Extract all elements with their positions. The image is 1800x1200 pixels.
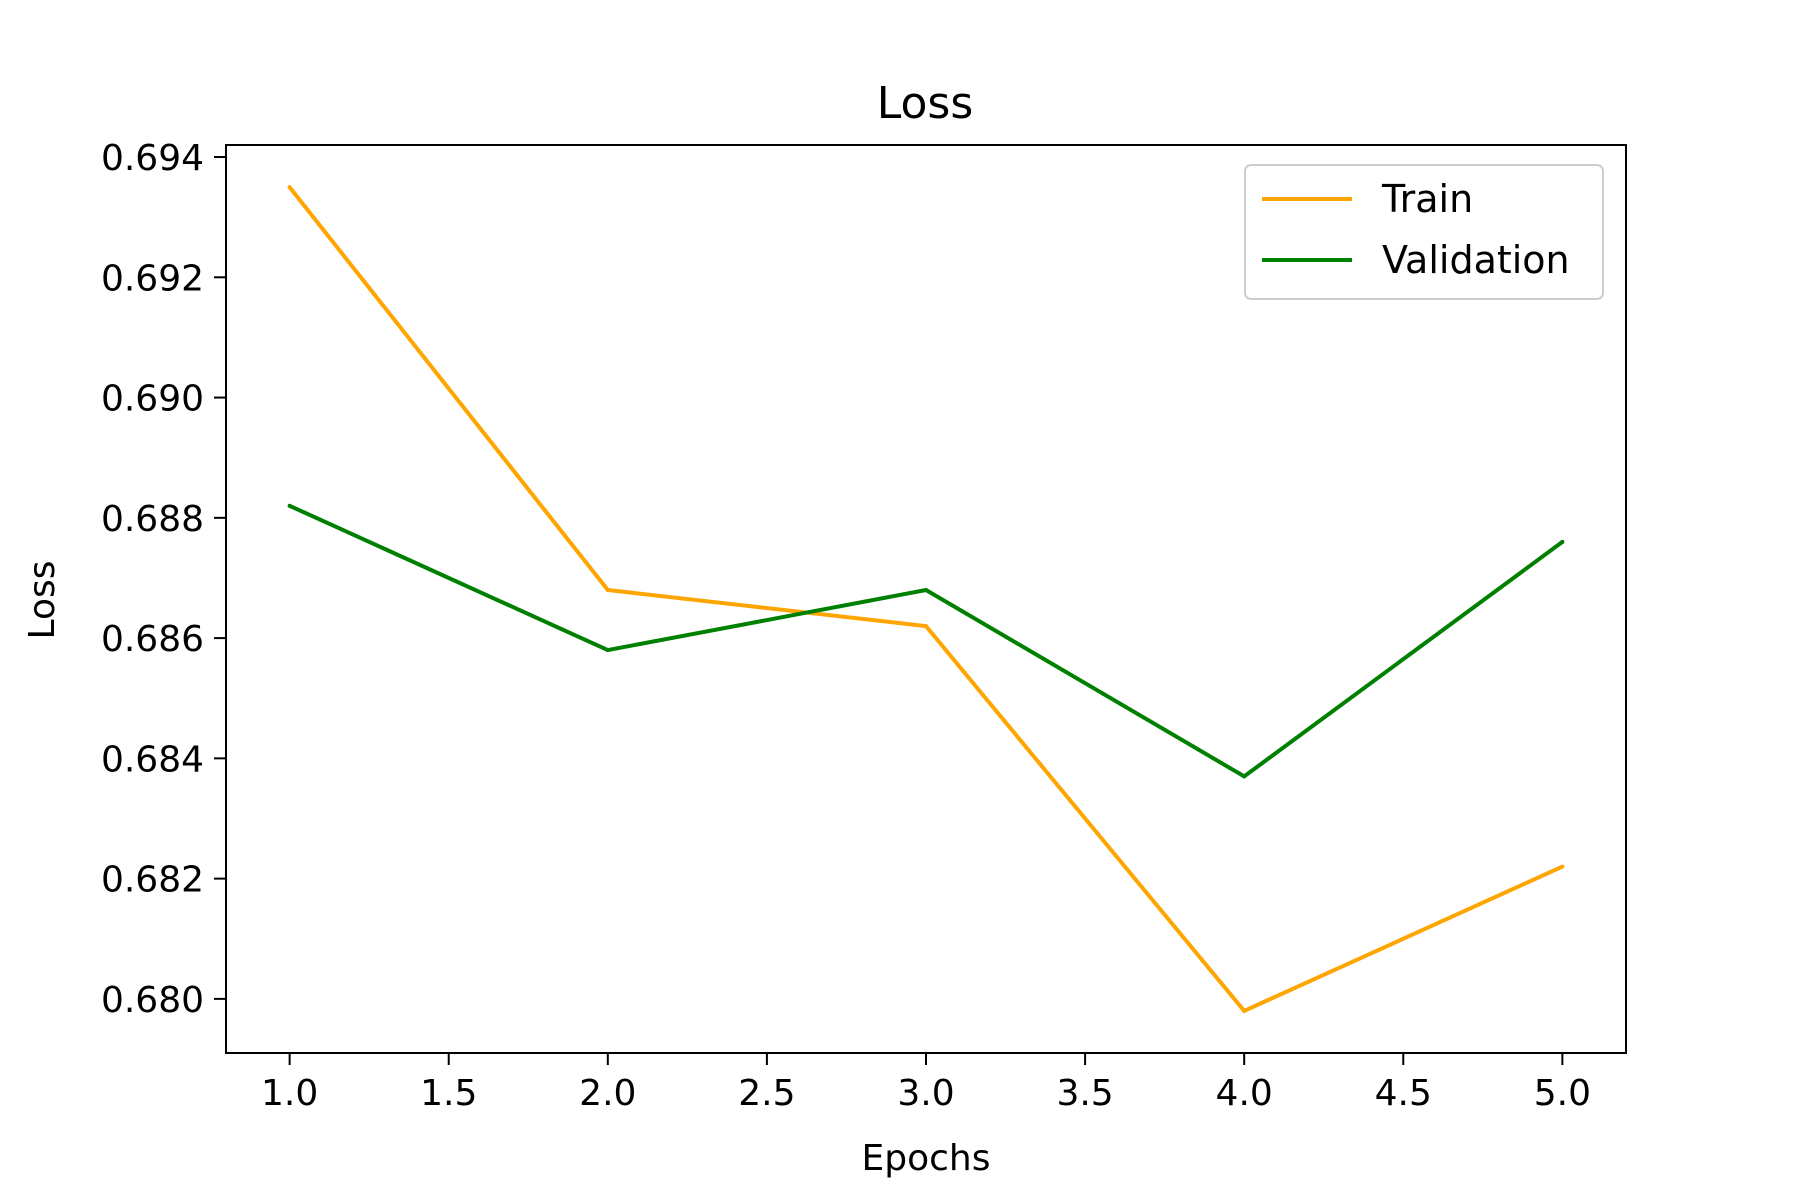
x-axis-label: Epochs: [862, 1138, 991, 1179]
y-tick-label: 0.692: [101, 258, 204, 299]
legend-label-validation: Validation: [1382, 238, 1570, 282]
data-point-train: [924, 624, 928, 629]
legend: Train Validation: [1244, 164, 1604, 300]
data-point-validation: [1560, 539, 1565, 544]
data-point-train: [1560, 864, 1565, 869]
plot-area: [287, 185, 1565, 1014]
y-tick-label: 0.688: [101, 499, 204, 540]
y-tick-label: 0.686: [101, 619, 204, 660]
x-tick-label: 5.0: [1534, 1073, 1591, 1114]
x-tick-label: 1.0: [261, 1073, 318, 1114]
data-point-train: [287, 185, 292, 190]
x-axis: 1.0 1.5 2.0 2.5 3.0 3.5 4.0 4.5 5.0: [261, 1053, 1591, 1114]
y-axis: 0.680 0.682 0.684 0.686 0.688 0.690 0.692 0.694: [101, 138, 226, 1021]
data-point-validation: [924, 588, 928, 592]
y-tick-label: 0.684: [101, 739, 204, 780]
data-point-train: [1242, 1008, 1247, 1013]
y-tick-label: 0.694: [101, 138, 204, 179]
y-tick-label: 0.690: [101, 379, 204, 420]
x-tick-label: 2.0: [579, 1073, 636, 1114]
data-point-train: [605, 588, 610, 592]
x-tick-label: 4.0: [1216, 1073, 1273, 1114]
chart-title: Loss: [877, 78, 974, 129]
data-point-validation: [1242, 774, 1247, 779]
x-tick-label: 1.5: [420, 1073, 477, 1114]
data-point-validation: [287, 503, 292, 508]
x-tick-label: 2.5: [738, 1073, 795, 1114]
y-tick-label: 0.680: [101, 980, 204, 1021]
data-point-validation: [605, 648, 610, 653]
x-tick-label: 3.0: [897, 1073, 954, 1114]
y-axis-label: Loss: [22, 561, 63, 640]
x-tick-label: 4.5: [1375, 1073, 1432, 1114]
legend-label-train: Train: [1381, 177, 1473, 221]
x-tick-label: 3.5: [1056, 1073, 1113, 1114]
y-tick-label: 0.682: [101, 860, 204, 901]
